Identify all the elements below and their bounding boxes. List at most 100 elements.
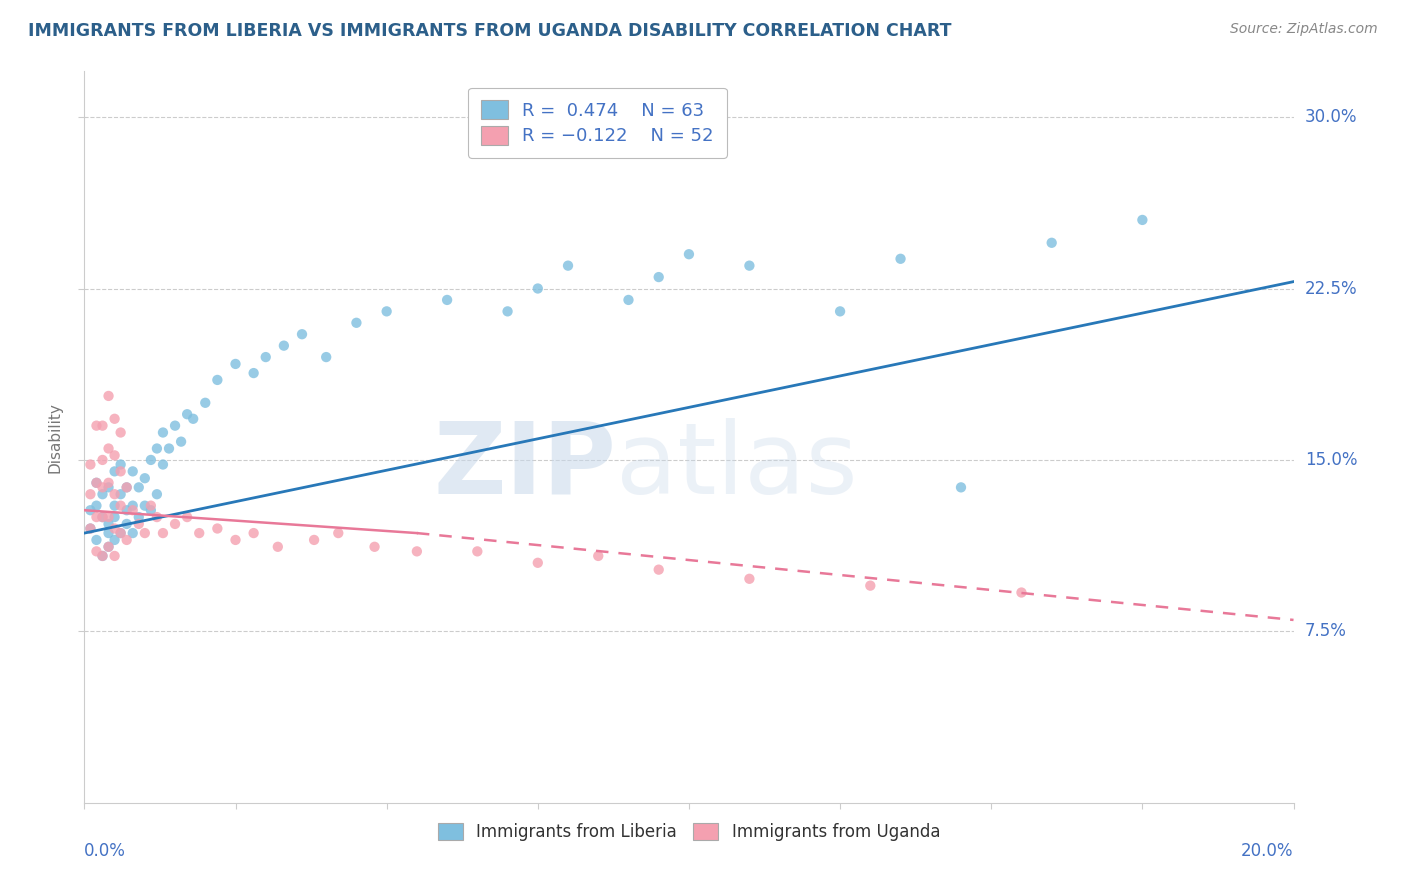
Point bbox=[91, 549, 114, 563]
Point bbox=[527, 281, 550, 295]
Point bbox=[97, 540, 120, 554]
Point bbox=[1011, 585, 1033, 599]
Point bbox=[79, 521, 101, 535]
Point bbox=[738, 259, 761, 273]
Point bbox=[738, 572, 761, 586]
Point bbox=[128, 480, 150, 494]
Point bbox=[346, 316, 368, 330]
Point bbox=[110, 425, 132, 440]
Point bbox=[104, 549, 127, 563]
Point bbox=[86, 418, 108, 433]
Point bbox=[165, 516, 187, 531]
Point bbox=[110, 526, 132, 541]
Point bbox=[79, 503, 101, 517]
Point bbox=[436, 293, 458, 307]
Point bbox=[115, 533, 138, 547]
Point bbox=[188, 526, 211, 541]
Text: 15.0%: 15.0% bbox=[1305, 451, 1357, 469]
Point bbox=[86, 475, 108, 490]
Text: IMMIGRANTS FROM LIBERIA VS IMMIGRANTS FROM UGANDA DISABILITY CORRELATION CHART: IMMIGRANTS FROM LIBERIA VS IMMIGRANTS FR… bbox=[28, 22, 952, 40]
Point bbox=[97, 516, 120, 531]
Point bbox=[86, 475, 108, 490]
Point bbox=[176, 510, 198, 524]
Point bbox=[467, 544, 489, 558]
Point bbox=[104, 464, 127, 478]
Point bbox=[152, 425, 174, 440]
Point bbox=[557, 259, 579, 273]
Point bbox=[97, 389, 120, 403]
Point bbox=[104, 487, 127, 501]
Point bbox=[97, 442, 120, 456]
Point bbox=[110, 499, 132, 513]
Point bbox=[97, 510, 120, 524]
Point bbox=[315, 350, 337, 364]
Point bbox=[207, 373, 229, 387]
Point bbox=[170, 434, 193, 449]
Point bbox=[1130, 213, 1153, 227]
Text: 7.5%: 7.5% bbox=[1305, 623, 1347, 640]
Text: atlas: atlas bbox=[616, 417, 858, 515]
Point bbox=[242, 366, 264, 380]
Text: ZIP: ZIP bbox=[433, 417, 616, 515]
Point bbox=[291, 327, 314, 342]
Point bbox=[678, 247, 700, 261]
Point bbox=[207, 521, 229, 535]
Point bbox=[104, 533, 127, 547]
Point bbox=[176, 407, 198, 421]
Point bbox=[79, 521, 101, 535]
Point bbox=[194, 396, 217, 410]
Point bbox=[91, 510, 114, 524]
Point bbox=[527, 556, 550, 570]
Point bbox=[139, 503, 162, 517]
Point bbox=[79, 487, 101, 501]
Point bbox=[302, 533, 325, 547]
Point bbox=[617, 293, 640, 307]
Point bbox=[91, 487, 114, 501]
Point bbox=[121, 464, 143, 478]
Text: 0.0%: 0.0% bbox=[84, 842, 127, 860]
Point bbox=[648, 270, 671, 285]
Point bbox=[139, 453, 162, 467]
Point bbox=[91, 480, 114, 494]
Point bbox=[86, 499, 108, 513]
Point bbox=[86, 510, 108, 524]
Point bbox=[128, 510, 150, 524]
Point bbox=[110, 464, 132, 478]
Point bbox=[267, 540, 290, 554]
Point bbox=[225, 357, 247, 371]
Point bbox=[115, 503, 138, 517]
Point bbox=[648, 563, 671, 577]
Point bbox=[152, 458, 174, 472]
Point bbox=[104, 449, 127, 463]
Point bbox=[273, 338, 295, 352]
Point bbox=[91, 549, 114, 563]
Point bbox=[328, 526, 350, 541]
Point bbox=[86, 533, 108, 547]
Point bbox=[104, 510, 127, 524]
Point bbox=[134, 499, 156, 513]
Point bbox=[97, 540, 120, 554]
Point bbox=[97, 480, 120, 494]
Point bbox=[496, 304, 519, 318]
Point bbox=[110, 458, 132, 472]
Point bbox=[165, 418, 187, 433]
Point bbox=[152, 526, 174, 541]
Point bbox=[121, 503, 143, 517]
Point bbox=[115, 480, 138, 494]
Point bbox=[134, 471, 156, 485]
Point bbox=[121, 526, 143, 541]
Point bbox=[139, 499, 162, 513]
Point bbox=[588, 549, 610, 563]
Point bbox=[115, 516, 138, 531]
Point bbox=[110, 487, 132, 501]
Point bbox=[97, 526, 120, 541]
Text: 30.0%: 30.0% bbox=[1305, 108, 1357, 126]
Text: 22.5%: 22.5% bbox=[1305, 279, 1357, 298]
Point bbox=[91, 453, 114, 467]
Point bbox=[115, 480, 138, 494]
Point bbox=[104, 412, 127, 426]
Text: 20.0%: 20.0% bbox=[1241, 842, 1294, 860]
Point bbox=[254, 350, 277, 364]
Point bbox=[91, 510, 114, 524]
Point bbox=[91, 418, 114, 433]
